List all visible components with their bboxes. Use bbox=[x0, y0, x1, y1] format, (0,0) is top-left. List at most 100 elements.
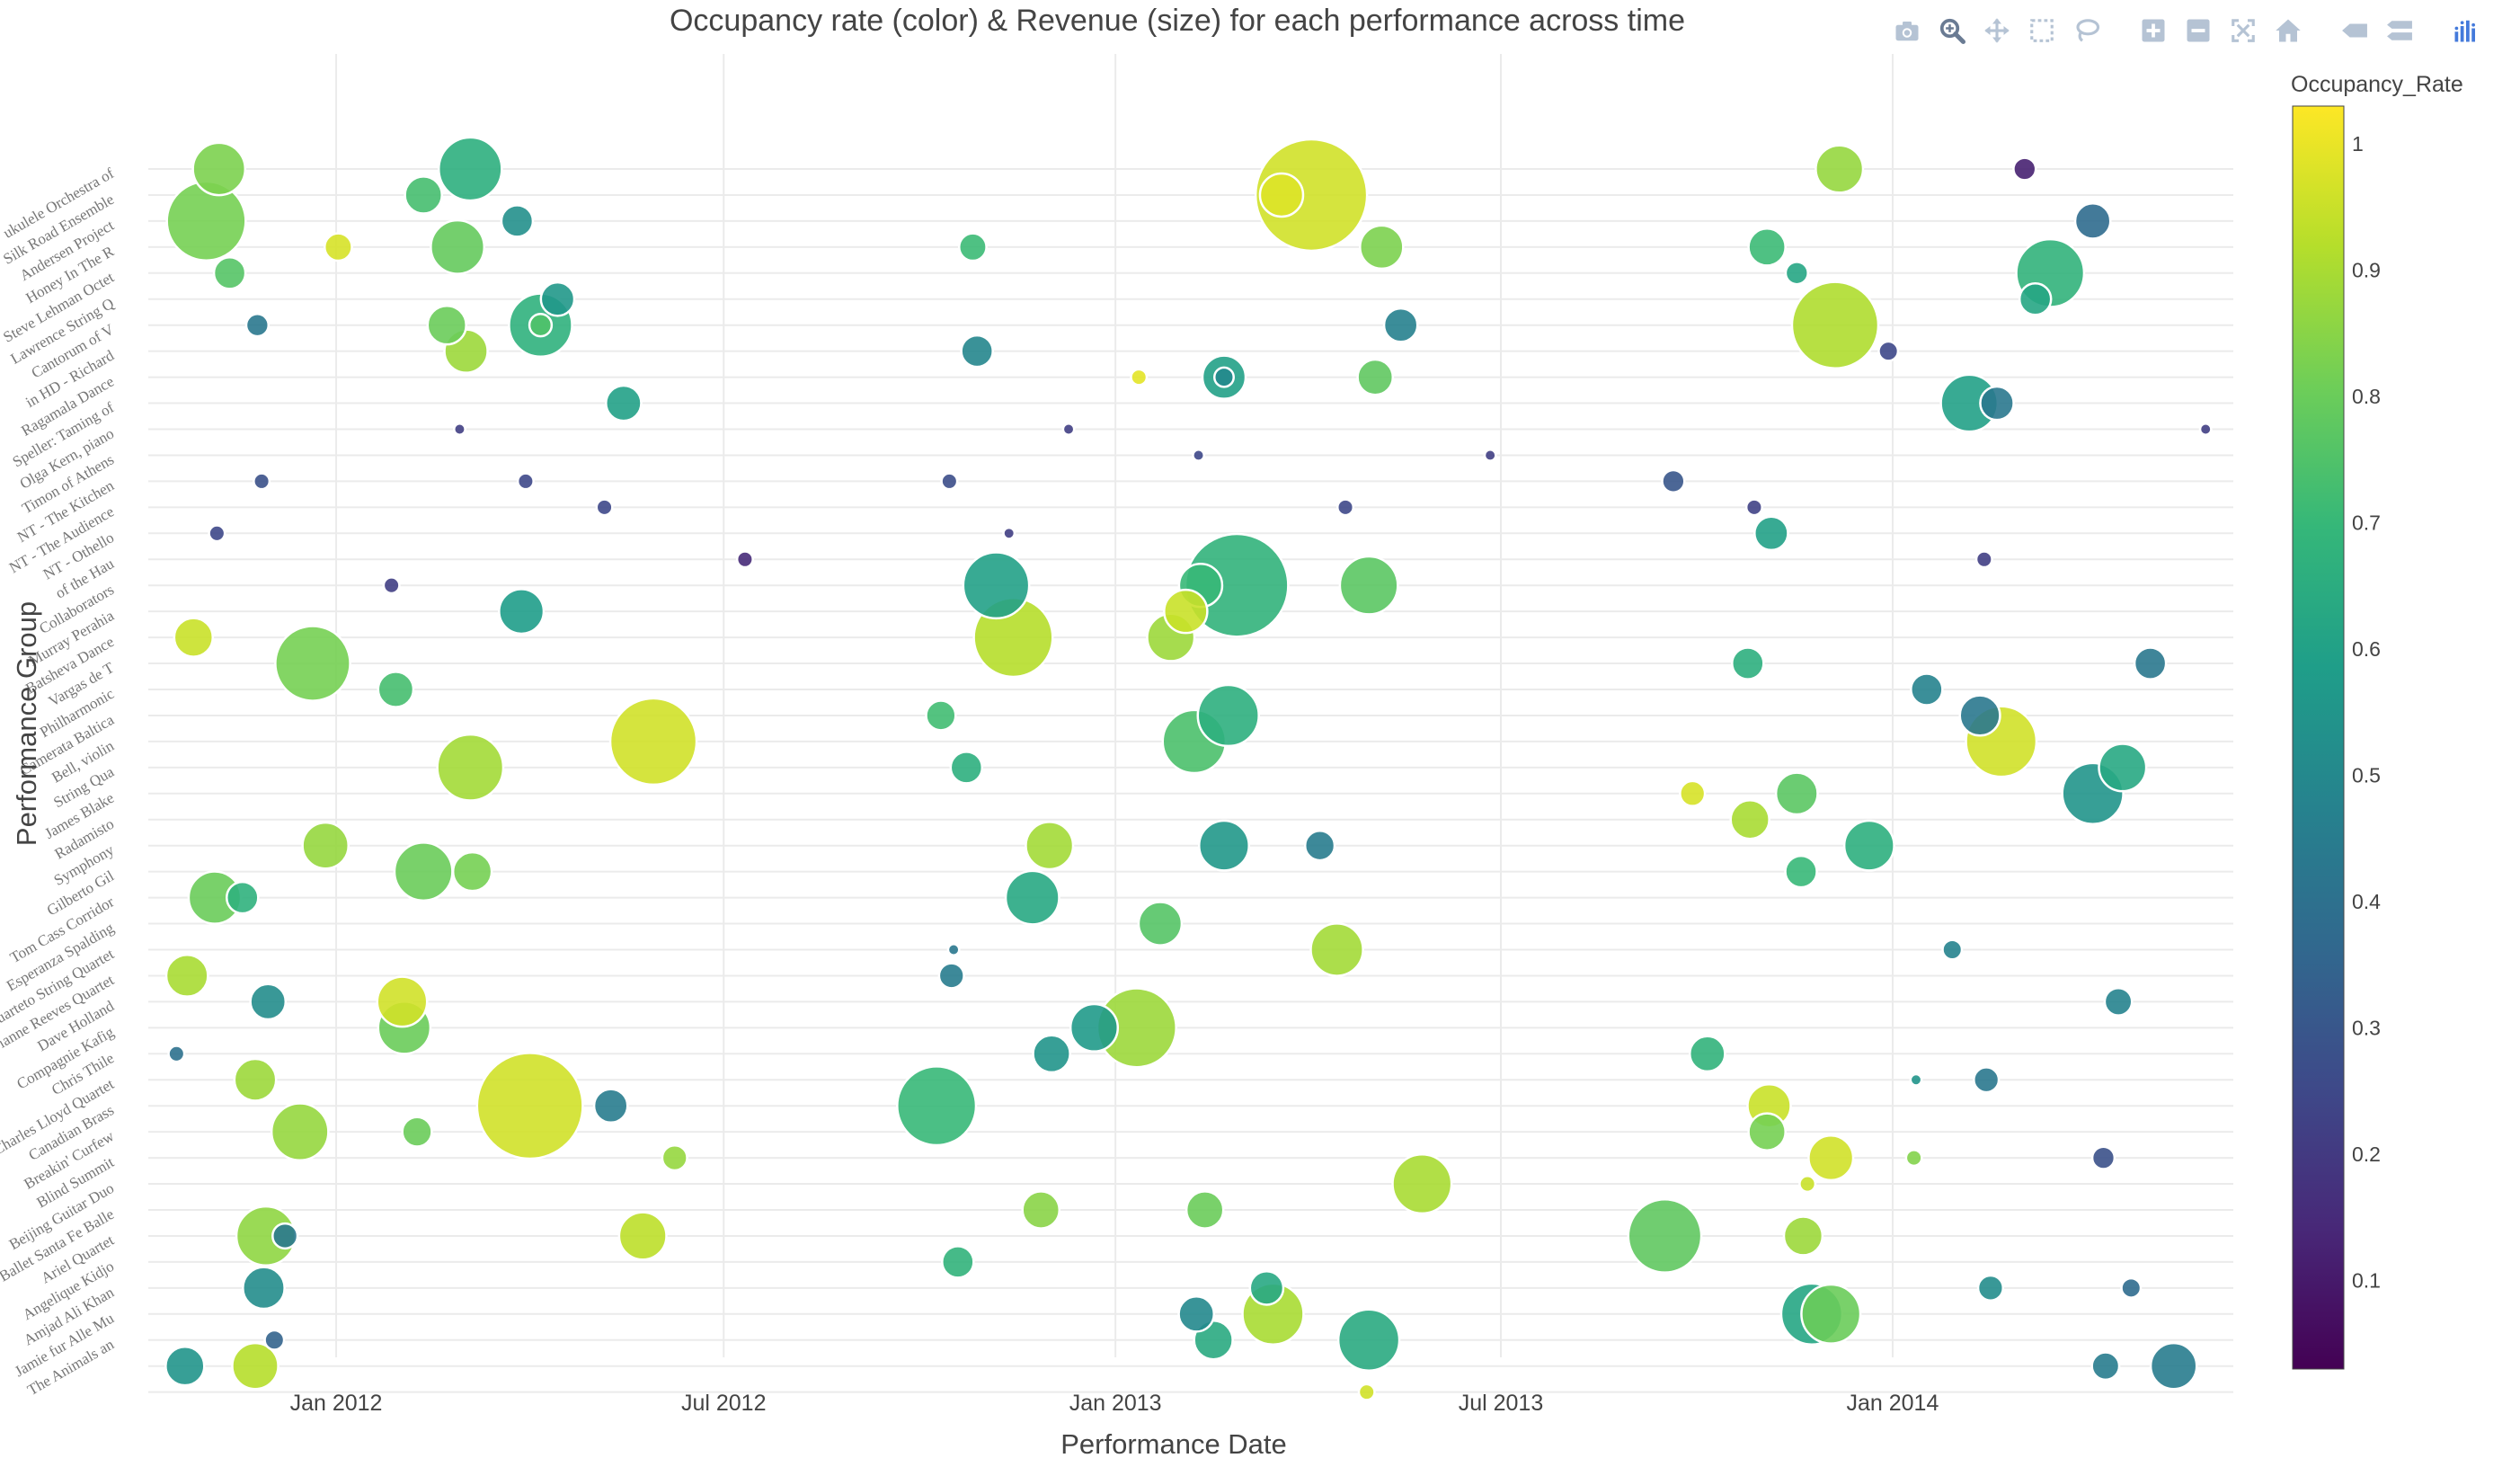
bubble-point[interactable] bbox=[426, 304, 467, 346]
bubble-point[interactable] bbox=[1130, 368, 1149, 387]
bubble-point[interactable] bbox=[2073, 202, 2112, 240]
bubble-point[interactable] bbox=[595, 498, 614, 517]
bubble-point[interactable] bbox=[1790, 280, 1880, 369]
bubble-point[interactable] bbox=[2098, 742, 2148, 793]
bubble-point[interactable] bbox=[1336, 498, 1355, 517]
zoom-in-icon[interactable] bbox=[2134, 13, 2173, 49]
bubble-point[interactable] bbox=[498, 588, 546, 636]
bubble-point[interactable] bbox=[2120, 1276, 2143, 1299]
bubble-point[interactable] bbox=[1679, 779, 1707, 807]
bubble-point[interactable] bbox=[1196, 683, 1260, 748]
bubble-point[interactable] bbox=[1382, 307, 1419, 343]
bubble-point[interactable] bbox=[539, 280, 576, 317]
bubble-point[interactable] bbox=[1747, 227, 1787, 267]
bubble-point[interactable] bbox=[263, 1329, 286, 1351]
bubble-point[interactable] bbox=[1798, 1175, 1817, 1194]
bubble-point[interactable] bbox=[1842, 819, 1895, 872]
bubble-point[interactable] bbox=[225, 880, 260, 915]
bubble-point[interactable] bbox=[2090, 1145, 2116, 1170]
bubble-point[interactable] bbox=[271, 1222, 299, 1250]
bubble-point[interactable] bbox=[1910, 672, 1944, 707]
bubble-point[interactable] bbox=[233, 1057, 278, 1102]
bubble-point[interactable] bbox=[1976, 1274, 2005, 1302]
bubble-point[interactable] bbox=[1192, 449, 1206, 462]
bubble-point[interactable] bbox=[1309, 922, 1364, 977]
bubble-point[interactable] bbox=[1877, 340, 1900, 362]
bubble-point[interactable] bbox=[301, 821, 350, 870]
bubble-point[interactable] bbox=[270, 1102, 330, 1162]
bubble-point[interactable] bbox=[1356, 358, 1395, 396]
bubble-point[interactable] bbox=[896, 1065, 978, 1147]
bubble-point[interactable] bbox=[735, 550, 754, 569]
bubble-point[interactable] bbox=[1359, 224, 1405, 271]
reset-axes-icon[interactable] bbox=[2268, 13, 2308, 49]
bubble-point[interactable] bbox=[1177, 1294, 1216, 1333]
bubble-point[interactable] bbox=[1338, 555, 1399, 616]
bubble-point[interactable] bbox=[1753, 515, 1789, 552]
bubble-point[interactable] bbox=[516, 472, 535, 491]
bubble-point[interactable] bbox=[1815, 144, 1865, 194]
plotly-logo-icon[interactable] bbox=[2446, 13, 2486, 49]
bubble-point[interactable] bbox=[2133, 646, 2168, 680]
bubble-point[interactable] bbox=[1729, 799, 1770, 840]
bubble-point[interactable] bbox=[191, 141, 247, 197]
bubble-point[interactable] bbox=[608, 697, 698, 787]
bubble-point[interactable] bbox=[231, 1341, 280, 1391]
bubble-point[interactable] bbox=[661, 1143, 688, 1172]
bubble-point[interactable] bbox=[1258, 172, 1305, 218]
bubble-point[interactable] bbox=[164, 954, 209, 998]
bubble-point[interactable] bbox=[253, 472, 271, 491]
bubble-point[interactable] bbox=[605, 384, 643, 422]
bubble-point[interactable] bbox=[323, 232, 353, 262]
bubble-point[interactable] bbox=[1303, 830, 1336, 862]
zoom-icon[interactable] bbox=[1932, 13, 1972, 49]
bubble-point[interactable] bbox=[500, 204, 535, 238]
bubble-point[interactable] bbox=[164, 1345, 206, 1387]
bubble-point[interactable] bbox=[475, 1052, 584, 1160]
box-select-icon[interactable] bbox=[2022, 13, 2062, 49]
bubble-point[interactable] bbox=[274, 625, 351, 702]
bubble-point[interactable] bbox=[1941, 938, 1964, 961]
bubble-point[interactable] bbox=[1974, 550, 1993, 569]
bubble-point[interactable] bbox=[2090, 1351, 2121, 1382]
bubble-point[interactable] bbox=[946, 943, 961, 956]
bubble-point[interactable] bbox=[1357, 1383, 1376, 1401]
bubble-point[interactable] bbox=[937, 962, 965, 990]
bubble-point[interactable] bbox=[1731, 646, 1765, 680]
bubble-point[interactable] bbox=[949, 751, 984, 785]
bubble-point[interactable] bbox=[1973, 1066, 2001, 1094]
bubble-point[interactable] bbox=[1800, 1283, 1862, 1345]
bubble-point[interactable] bbox=[452, 422, 466, 436]
bubble-point[interactable] bbox=[1025, 821, 1075, 871]
lasso-select-icon[interactable] bbox=[2067, 13, 2107, 49]
bubble-point[interactable] bbox=[1069, 1002, 1120, 1053]
camera-icon[interactable] bbox=[1887, 13, 1927, 49]
bubble-point[interactable] bbox=[1163, 588, 1209, 635]
bubble-point[interactable] bbox=[1747, 1112, 1787, 1151]
bubble-point[interactable] bbox=[2198, 422, 2213, 436]
bubble-point[interactable] bbox=[1958, 694, 2001, 737]
bubble-point[interactable] bbox=[1002, 526, 1016, 540]
bubble-point[interactable] bbox=[242, 1266, 286, 1311]
bubble-point[interactable] bbox=[2018, 281, 2053, 316]
bubble-point[interactable] bbox=[1688, 1035, 1726, 1073]
hover-closest-icon[interactable] bbox=[2335, 13, 2374, 49]
bubble-point[interactable] bbox=[1391, 1152, 1453, 1215]
bubble-point[interactable] bbox=[437, 136, 503, 202]
bubble-point[interactable] bbox=[1909, 1072, 1923, 1087]
bubble-point[interactable] bbox=[1198, 819, 1250, 872]
bubble-point[interactable] bbox=[1061, 422, 1076, 436]
bubble-point[interactable] bbox=[1137, 901, 1184, 947]
bubble-point[interactable] bbox=[376, 975, 429, 1028]
bubble-point[interactable] bbox=[165, 180, 247, 262]
bubble-point[interactable] bbox=[212, 256, 247, 290]
bubble-point[interactable] bbox=[1032, 1034, 1071, 1074]
bubble-point[interactable] bbox=[2012, 156, 2037, 182]
bubble-point[interactable] bbox=[528, 313, 554, 338]
bubble-point[interactable] bbox=[617, 1211, 668, 1261]
bubble-point[interactable] bbox=[1248, 1270, 1285, 1306]
bubble-point[interactable] bbox=[1483, 449, 1497, 462]
bubble-point[interactable] bbox=[377, 671, 415, 708]
bubble-point[interactable] bbox=[1744, 498, 1763, 517]
bubble-point[interactable] bbox=[1979, 385, 2015, 422]
